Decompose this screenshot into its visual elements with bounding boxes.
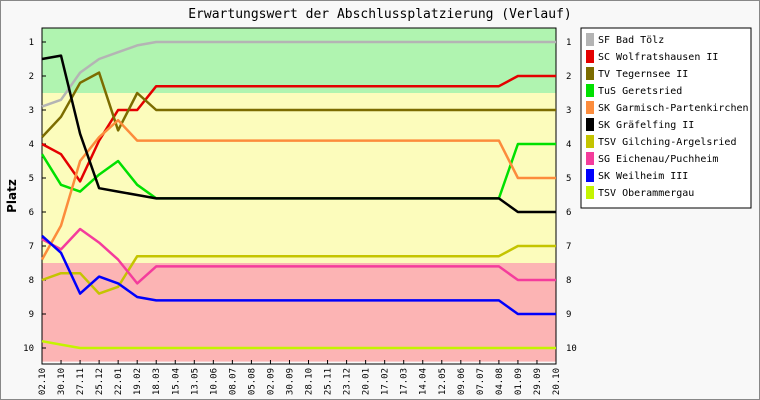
y-tick-label-left: 10	[23, 344, 34, 354]
legend-swatch	[586, 101, 594, 114]
legend-entry: SG Eichenau/Puchheim	[598, 154, 718, 165]
x-tick-label: 07.07	[476, 368, 486, 395]
x-tick-label: 08.07	[228, 368, 238, 395]
legend-entry: SC Wolfratshausen II	[598, 52, 718, 63]
y-tick-label-left: 1	[29, 38, 34, 48]
legend: SF Bad Tölz SC Wolfratshausen II TV Tegern…	[580, 27, 752, 209]
series-line-8	[41, 234, 556, 316]
x-tick-label: 20.01	[362, 368, 372, 395]
x-tick-label: 18.03	[152, 368, 162, 395]
legend-swatch	[586, 118, 594, 131]
y-tick-label-right: 2	[566, 72, 571, 82]
x-tick-label: 13.05	[190, 368, 200, 395]
y-tick-label-left: 6	[29, 208, 34, 218]
x-tick-label: 30.10	[57, 368, 67, 395]
x-tick-label: 22.01	[114, 368, 124, 395]
x-tick-label: 17.03	[400, 368, 410, 395]
y-tick-label-left: 3	[29, 106, 34, 116]
x-tick-label: 27.11	[76, 368, 86, 395]
x-tick-label: 20.10	[552, 368, 562, 395]
chart-title: Erwartungswert der Abschlussplatzierung …	[188, 7, 572, 22]
left-y-tick-labels: 1 2 3 4 5 6 7 8 9 10	[23, 38, 34, 354]
series-line-7	[41, 227, 556, 285]
legend-entry: TSV Gilching-Argelsried	[598, 137, 736, 148]
legend-swatch	[586, 84, 594, 97]
x-tick-label: 30.09	[285, 368, 295, 395]
legend-entry: TSV Oberammergau	[598, 188, 694, 199]
x-tick-label: 25.12	[95, 368, 105, 395]
band-1	[42, 93, 556, 263]
x-tick-label: 02.09	[266, 368, 276, 395]
y-tick-label-left: 2	[29, 72, 34, 82]
legend-entry: SK Weilheim III	[598, 171, 688, 182]
x-tick-label: 29.09	[533, 368, 543, 395]
legend-entry: SK Garmisch-Partenkirchen	[598, 103, 749, 114]
legend-swatch	[586, 135, 594, 148]
x-tick-label: 12.05	[438, 368, 448, 395]
x-tick-label: 25.11	[324, 368, 334, 395]
legend-box	[580, 27, 752, 209]
x-tick-label: 04.08	[495, 368, 505, 395]
y-tick-label-right: 5	[566, 174, 571, 184]
y-tick-label-right: 3	[566, 106, 571, 116]
legend-swatch	[586, 67, 594, 80]
x-tick-label: 14.04	[419, 368, 429, 395]
x-tick-label: 15.04	[171, 368, 181, 395]
y-tick-label-right: 7	[566, 242, 571, 252]
y-tick-label-left: 8	[29, 276, 34, 286]
series-line-5	[41, 54, 556, 214]
legend-entry: SK Gräfelfing II	[598, 120, 694, 131]
legend-entry: SF Bad Tölz	[598, 35, 664, 46]
background-bands	[42, 28, 556, 362]
x-tick-label: 10.06	[209, 368, 219, 395]
y-tick-label-right: 8	[566, 276, 571, 286]
series-line-4	[40, 118, 556, 261]
legend-entry: TuS Geretsried	[598, 86, 682, 97]
band-0	[42, 28, 556, 93]
series-lines	[40, 40, 556, 350]
right-y-tick-labels: 1 2 3 4 5 6 7 8 9 10	[566, 38, 577, 354]
y-tick-label-left: 4	[29, 140, 34, 150]
y-tick-label-right: 4	[566, 140, 571, 150]
legend-swatch	[586, 152, 594, 165]
series-line-0	[41, 40, 556, 108]
legend-swatch	[586, 50, 594, 63]
y-tick-label-right: 10	[566, 344, 577, 354]
y-tick-label-right: 6	[566, 208, 571, 218]
x-tick-label: 17.02	[381, 368, 391, 395]
x-tick-label: 28.10	[305, 368, 315, 395]
x-tick-labels: 02.10 30.10 27.11 25.12 22.01 19.02 18.03 15.04…	[38, 368, 562, 395]
band-2	[42, 263, 556, 362]
legend-entry: TV Tegernsee II	[598, 69, 688, 80]
series-line-9	[41, 339, 556, 350]
x-tick-label: 19.02	[133, 368, 143, 395]
x-tick-label: 23.12	[343, 368, 353, 395]
plot-border	[41, 27, 557, 365]
y-tick-label-left: 5	[29, 174, 34, 184]
legend-swatch	[586, 33, 594, 46]
y-tick-label-left: 9	[29, 310, 34, 320]
y-axis-label: Platz	[5, 179, 19, 213]
y-tick-label-right: 9	[566, 310, 571, 320]
legend-swatch	[586, 186, 594, 199]
x-tick-label: 05.08	[247, 368, 257, 395]
x-tick-label: 09.06	[457, 368, 467, 395]
legend-swatch	[586, 169, 594, 182]
y-tick-label-right: 1	[566, 38, 571, 48]
x-tick-label: 02.10	[38, 368, 48, 395]
series-line-2	[41, 71, 556, 139]
x-tick-label: 01.09	[514, 368, 524, 395]
y-tick-label-left: 7	[29, 242, 34, 252]
